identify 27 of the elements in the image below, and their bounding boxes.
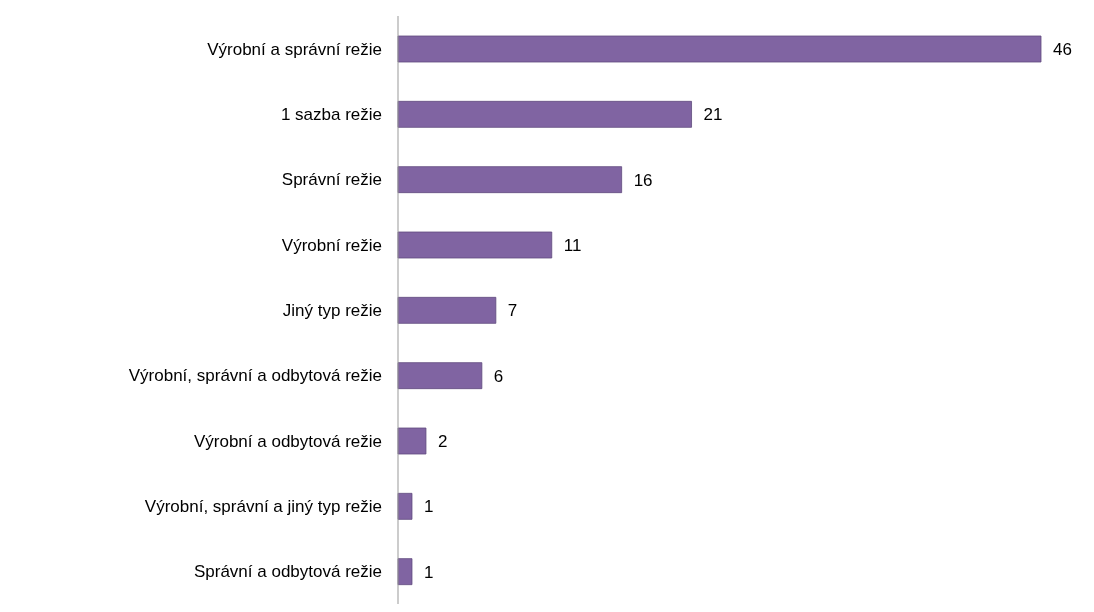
y-tick-label: Výrobní a správní režie (207, 39, 382, 59)
y-tick-label: Výrobní režie (281, 235, 382, 255)
y-tick-label: Výrobní, správní a jiný typ režie (144, 497, 382, 517)
bar (397, 100, 692, 128)
bar (397, 166, 623, 194)
data-label: 6 (493, 366, 504, 386)
bar (397, 231, 553, 259)
y-tick-label: Správní režie (281, 170, 382, 190)
y-tick-label: Výrobní, správní a odbytová režie (128, 366, 382, 386)
bar (397, 492, 413, 520)
y-tick-label: 1 sazba režie (280, 105, 382, 125)
y-tick-label: Správní a odbytová režie (193, 562, 382, 582)
data-label: 46 (1053, 40, 1072, 60)
data-label: 11 (563, 236, 582, 256)
y-tick-label: Výrobní a odbytová režie (193, 431, 382, 451)
bar (397, 558, 413, 586)
bar (397, 35, 1042, 63)
data-label: 1 (423, 562, 434, 582)
bar (397, 362, 483, 390)
y-tick-label: Jiný typ režie (282, 301, 382, 321)
data-label: 7 (507, 301, 518, 321)
bar (397, 296, 497, 324)
bar (397, 427, 427, 455)
data-label: 2 (437, 432, 448, 452)
data-label: 21 (703, 105, 723, 125)
data-label: 1 (423, 497, 434, 517)
data-label: 16 (633, 170, 653, 190)
